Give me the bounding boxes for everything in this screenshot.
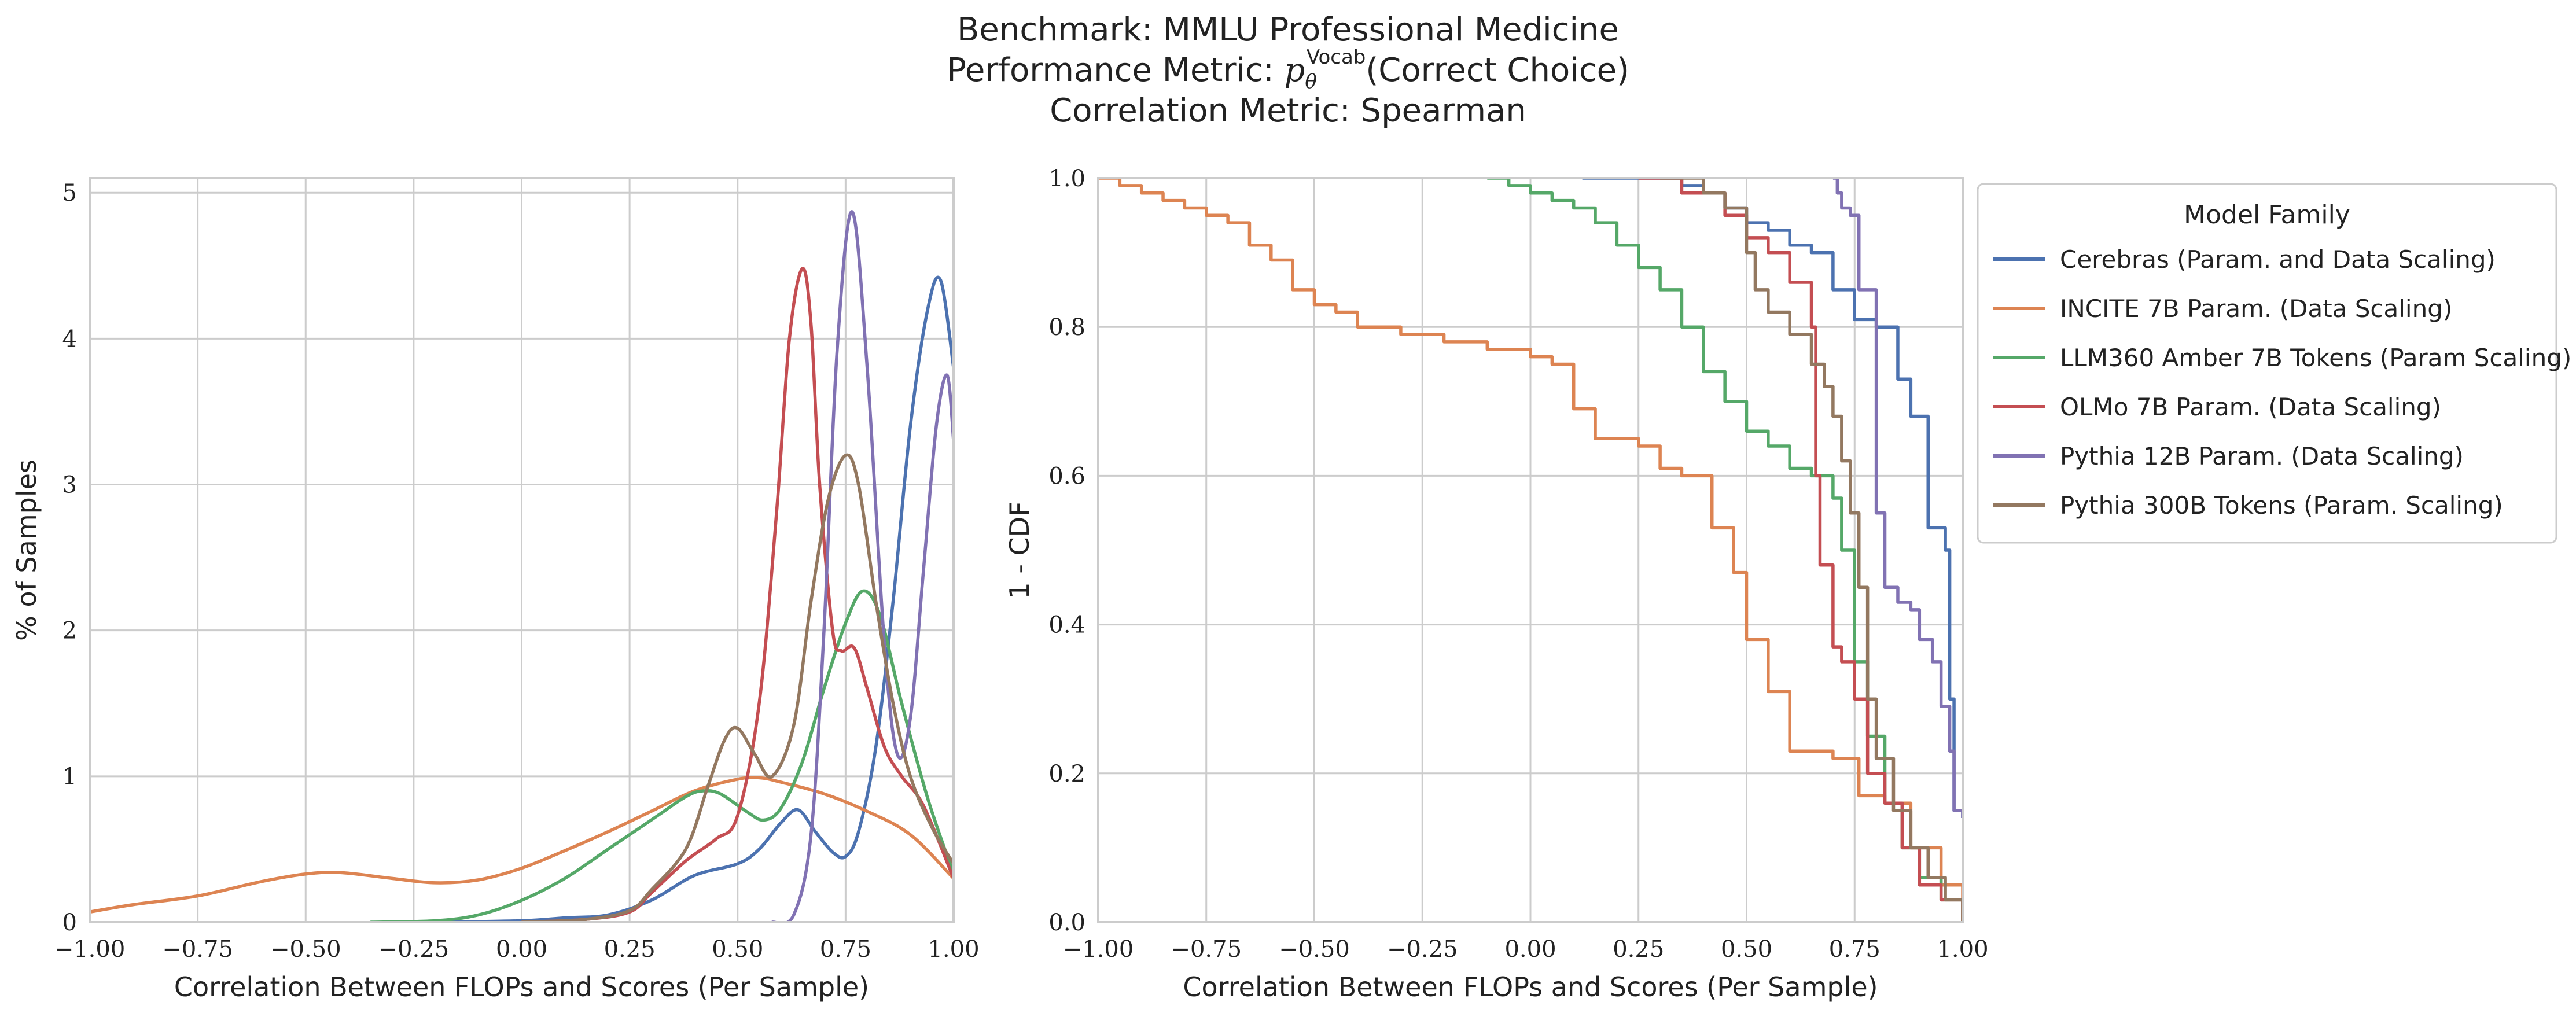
title-math-subscript: θ bbox=[1305, 70, 1316, 93]
kde-xtick-label: −1.00 bbox=[54, 936, 126, 963]
title-line-2: Performance Metric: pθVocab(Correct Choi… bbox=[947, 46, 1629, 93]
ccdf-xtick-label: −0.25 bbox=[1387, 936, 1458, 963]
kde-xtick-label: −0.25 bbox=[378, 936, 450, 963]
ccdf-ytick-label: 0.2 bbox=[1048, 761, 1085, 787]
title-line-2-suffix: (Correct Choice) bbox=[1366, 51, 1629, 89]
kde-series-incite-7b-param-data-scaling bbox=[90, 776, 954, 914]
kde-ytick-label: 0 bbox=[62, 909, 77, 936]
ccdf-ytick-label: 0.4 bbox=[1048, 612, 1085, 639]
ccdf-xtick-label: −0.50 bbox=[1279, 936, 1350, 963]
ccdf-xtick-label: 0.75 bbox=[1829, 936, 1881, 963]
ccdf-xtick-label: −1.00 bbox=[1063, 936, 1134, 963]
kde-ytick-label: 2 bbox=[62, 618, 77, 644]
ccdf-series-pythia-300b-tokens-param-scaling bbox=[1660, 178, 1963, 922]
title-math-symbol: p bbox=[1285, 51, 1305, 89]
kde-ytick-label: 4 bbox=[62, 326, 77, 352]
ccdf-xtick-label: −0.75 bbox=[1171, 936, 1242, 963]
figure-title: Benchmark: MMLU Professional Medicine Pe… bbox=[947, 11, 1629, 130]
ccdf-ytick-label: 1.0 bbox=[1048, 165, 1085, 192]
kde-series-cerebras-param-and-data-scaling bbox=[435, 275, 954, 922]
ccdf-xtick-label: 0.25 bbox=[1613, 936, 1664, 963]
ccdf-ytick-label: 0.0 bbox=[1048, 909, 1085, 936]
legend-entry-pythia-12b-param-data-scaling: Pythia 12B Param. (Data Scaling) bbox=[2060, 442, 2464, 470]
kde-xtick-label: 0.50 bbox=[712, 936, 763, 963]
kde-xtick-label: −0.50 bbox=[270, 936, 341, 963]
kde-xtick-label: 0.25 bbox=[604, 936, 656, 963]
ccdf-xtick-label: 1.00 bbox=[1937, 936, 1988, 963]
kde-ytick-label: 1 bbox=[62, 764, 77, 790]
kde-series-pythia-300b-tokens-param-scaling bbox=[521, 453, 954, 922]
kde-series-llm360-amber-7b-tokens-param-scaling bbox=[370, 589, 954, 922]
ccdf-series-llm360-amber-7b-tokens-param-scaling bbox=[1487, 178, 1963, 922]
legend-entry-pythia-300b-tokens-param-scaling: Pythia 300B Tokens (Param. Scaling) bbox=[2060, 491, 2503, 520]
ccdf-x-axis-label: Correlation Between FLOPs and Scores (Pe… bbox=[1183, 971, 1878, 1003]
legend-box bbox=[1977, 183, 2557, 544]
ccdf-y-axis-label: 1 - CDF bbox=[1004, 501, 1035, 599]
ccdf-series-olmo-7b-param-data-scaling bbox=[1638, 178, 1963, 922]
ccdf-plot-frame bbox=[1097, 177, 1964, 923]
title-math-superscript: Vocab bbox=[1307, 46, 1366, 69]
title-line-3: Correlation Metric: Spearman bbox=[1050, 92, 1526, 130]
title-line-2-prefix: Performance Metric: bbox=[947, 51, 1284, 89]
legend-entry-llm360-amber-7b-tokens-param-scaling: LLM360 Amber 7B Tokens (Param Scaling) bbox=[2060, 344, 2571, 372]
legend-entry-olmo-7b-param-data-scaling: OLMo 7B Param. (Data Scaling) bbox=[2060, 393, 2441, 421]
kde-series-olmo-7b-param-data-scaling bbox=[521, 267, 954, 922]
title-line-1: Benchmark: MMLU Professional Medicine bbox=[957, 11, 1619, 49]
legend-entry-incite-7b-param-data-scaling: INCITE 7B Param. (Data Scaling) bbox=[2060, 294, 2452, 323]
legend-title: Model Family bbox=[2184, 200, 2350, 230]
kde-xtick-label: −0.75 bbox=[162, 936, 233, 963]
kde-xtick-label: 1.00 bbox=[928, 936, 979, 963]
kde-x-axis-label: Correlation Between FLOPs and Scores (Pe… bbox=[174, 971, 869, 1003]
ccdf-panel: −1.00 −0.75 −0.50 −0.25 0.00 0.25 0.50 0.75 1.00… bbox=[1004, 165, 1989, 1003]
ccdf-xtick-label: 0.00 bbox=[1504, 936, 1556, 963]
kde-xtick-label: 0.75 bbox=[820, 936, 871, 963]
ccdf-series-pythia-12b-param-data-scaling bbox=[1832, 178, 1963, 818]
kde-series-pythia-12b-param-data-scaling bbox=[771, 210, 954, 922]
kde-plot-frame bbox=[89, 177, 955, 923]
kde-ytick-label: 3 bbox=[62, 472, 77, 499]
kde-xtick-label: 0.00 bbox=[496, 936, 547, 963]
legend: Model Family Cerebras (Param. and Data Sc… bbox=[1977, 183, 2571, 544]
kde-ytick-label: 5 bbox=[62, 180, 77, 207]
ccdf-ytick-label: 0.6 bbox=[1048, 463, 1085, 489]
kde-y-axis-label: % of Samples bbox=[11, 459, 42, 641]
legend-entry-cerebras-param-and-data-scaling: Cerebras (Param. and Data Scaling) bbox=[2060, 245, 2496, 274]
ccdf-series-incite-7b-param-data-scaling bbox=[1098, 178, 1963, 922]
kde-panel: −1.00 −0.75 −0.50 −0.25 0.00 0.25 0.50 0.75 1.00… bbox=[11, 177, 980, 1003]
ccdf-ytick-label: 0.8 bbox=[1048, 314, 1085, 341]
ccdf-xtick-label: 0.50 bbox=[1721, 936, 1772, 963]
